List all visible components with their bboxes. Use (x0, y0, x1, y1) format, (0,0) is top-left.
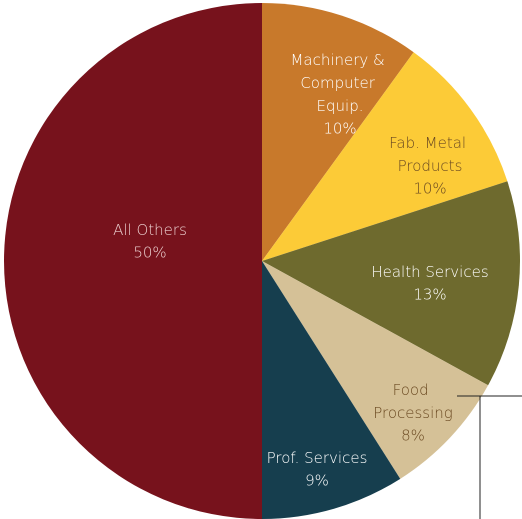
slice (262, 181, 520, 386)
label-line: Equip. (317, 97, 364, 115)
slice (262, 3, 414, 261)
value-label: 8% (401, 427, 425, 445)
label-line: Computer (300, 74, 379, 92)
label-line: Health Services (371, 263, 488, 281)
slice-label: All Others (113, 221, 187, 239)
value-label: 10% (413, 180, 446, 198)
value-label: 10% (323, 120, 356, 138)
value-label: 13% (413, 286, 446, 304)
value-label: 9% (305, 472, 329, 490)
label-line: All Others (113, 221, 187, 239)
slice-label: Fab. Metal Products (389, 134, 471, 175)
slice-label: Food Processing (373, 381, 453, 422)
slice-label: Machinery & Computer Equip. (290, 51, 389, 115)
label-line: Fab. Metal (389, 134, 471, 152)
slice (262, 261, 401, 519)
labels: Machinery & Computer Equip. 10% Fab. Metal… (113, 51, 489, 490)
label-line: Machinery & (290, 51, 389, 69)
label-line: Food (393, 381, 434, 399)
slice (262, 261, 489, 479)
slices (4, 3, 520, 519)
slice (4, 3, 262, 519)
label-line: Products (398, 157, 463, 175)
slice (262, 52, 508, 261)
label-line: Prof. Services (267, 449, 368, 467)
label-line: Processing (373, 404, 453, 422)
slice-label: Prof. Services (267, 449, 368, 467)
slice-label: Health Services (371, 263, 488, 281)
value-label: 50% (133, 244, 166, 262)
